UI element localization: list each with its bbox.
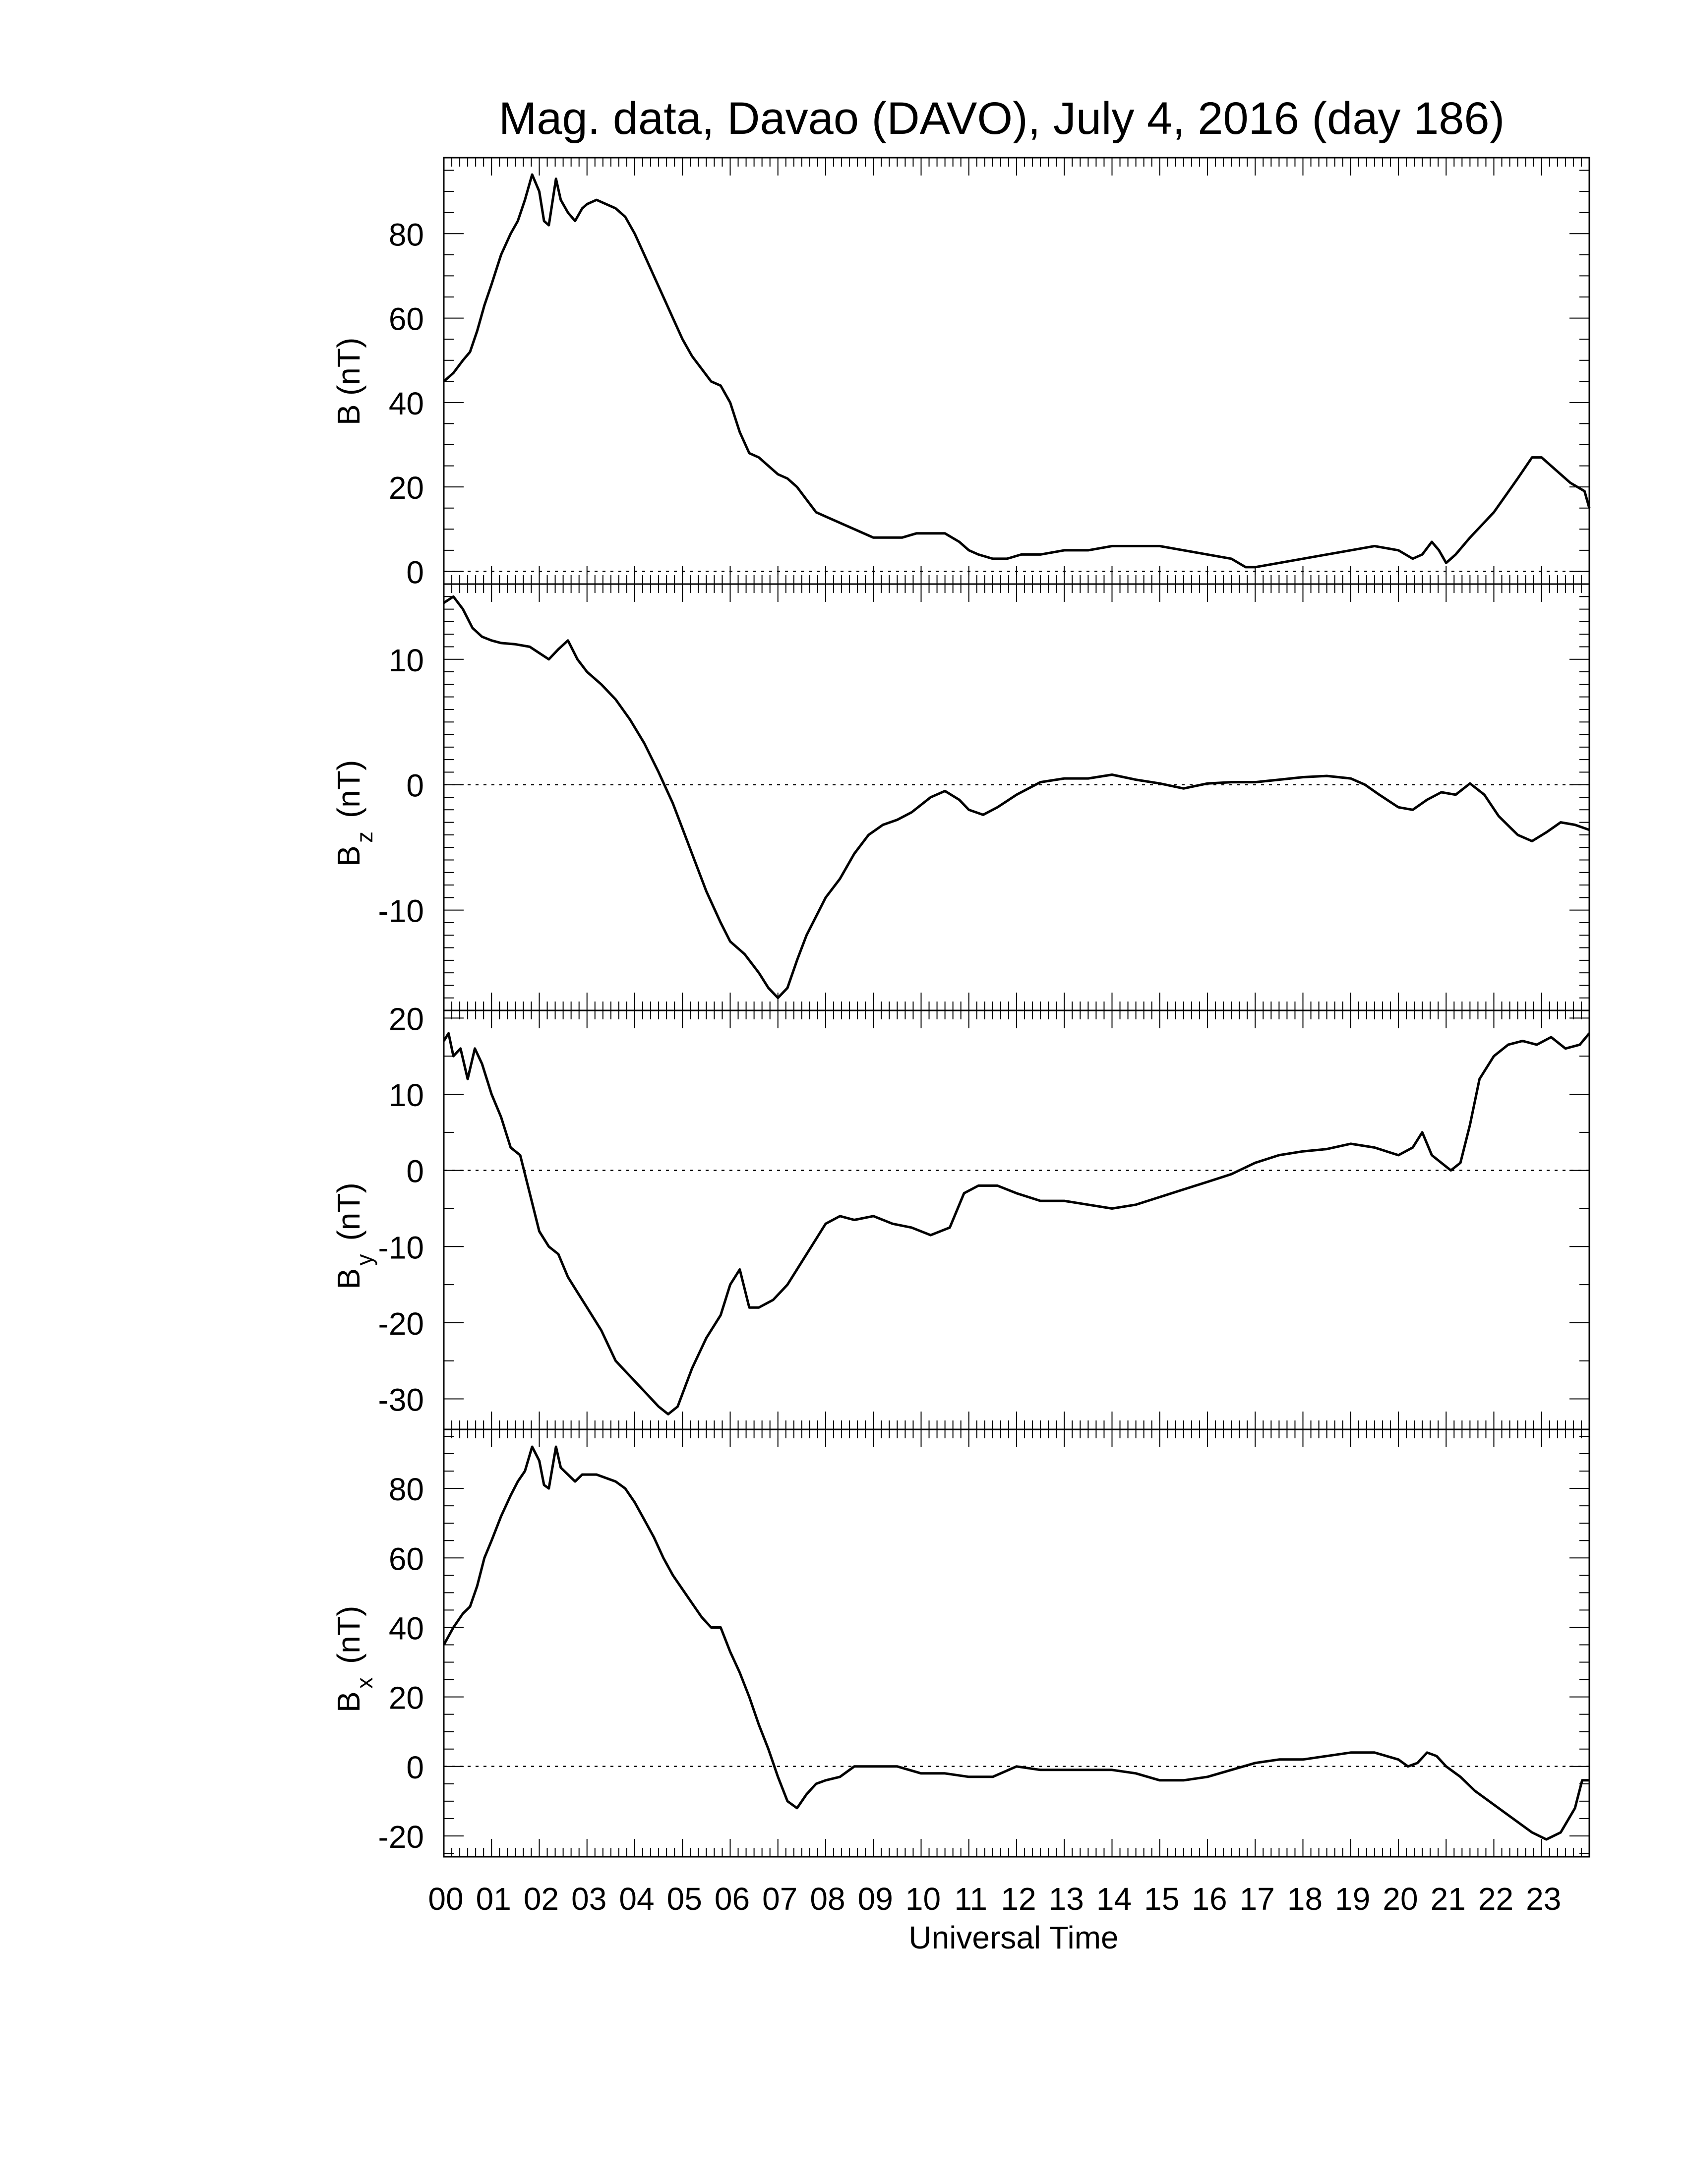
x-tick-label: 07 — [762, 1881, 797, 1917]
y-axis-label-unit: (nT) — [331, 760, 366, 818]
chart-panels: 0 20 40 60 80 B (nT) -10 0 10 Bz (nT) -30 -20 -10 0 10 20… — [331, 157, 1591, 1858]
x-tick-label: 21 — [1431, 1881, 1466, 1917]
x-tick-label: 00 — [428, 1881, 463, 1917]
y-tick-label: -20 — [378, 1306, 424, 1342]
x-tick-label: 14 — [1096, 1881, 1132, 1917]
x-tick-label: 15 — [1144, 1881, 1179, 1917]
x-tick-label: 19 — [1335, 1881, 1370, 1917]
y-axis-label-subscript: y — [352, 1254, 377, 1266]
y-axis-label-main: B — [331, 1691, 366, 1712]
y-tick-label: -10 — [378, 1230, 424, 1265]
x-tick-label: 20 — [1383, 1881, 1418, 1917]
x-tick-label: 23 — [1526, 1881, 1561, 1917]
y-tick-label: -10 — [378, 893, 424, 929]
series-line — [443, 595, 1590, 1000]
x-tick-label: 10 — [905, 1881, 941, 1917]
x-tick-label: 08 — [810, 1881, 845, 1917]
x-tick-label: 03 — [571, 1881, 606, 1917]
y-axis-label-unit: (nT) — [331, 338, 366, 396]
y-tick-label: 60 — [389, 1541, 424, 1577]
y-tick-label: 20 — [389, 1680, 424, 1716]
y-tick-label: 10 — [389, 1077, 424, 1113]
x-tick-label: 16 — [1192, 1881, 1227, 1917]
x-tick-label: 04 — [619, 1881, 654, 1917]
x-tick-label: 01 — [476, 1881, 511, 1917]
panel-0: 0 20 40 60 80 B (nT) — [331, 157, 1591, 590]
y-axis-label-unit: (nT) — [331, 1606, 366, 1664]
x-tick-label: 17 — [1240, 1881, 1275, 1917]
y-tick-label: 10 — [389, 643, 424, 678]
y-tick-label: 0 — [406, 1750, 424, 1785]
x-tick-label: 02 — [524, 1881, 559, 1917]
y-tick-label: 20 — [389, 470, 424, 506]
x-tick-label: 05 — [667, 1881, 702, 1917]
y-tick-label: 20 — [389, 1001, 424, 1037]
x-tick-label: 09 — [858, 1881, 893, 1917]
y-axis-label: Bx (nT) — [331, 1606, 377, 1712]
series-line — [442, 1032, 1590, 1416]
x-tick-label: 13 — [1049, 1881, 1084, 1917]
y-axis-label: B (nT) — [331, 338, 366, 425]
y-tick-label: -20 — [378, 1819, 424, 1855]
series-line — [442, 1445, 1589, 1841]
x-tick-labels: 00 01 02 03 04 05 06 07 08 09 10 11 12 13 14 15 16 17 18 19… — [428, 1881, 1561, 1917]
chart-title: Mag. data, Davao (DAVO), July 4, 2016 (d… — [499, 93, 1505, 144]
y-axis-label-subscript: x — [352, 1677, 377, 1689]
y-axis-label: By (nT) — [331, 1182, 377, 1289]
panel-1: -10 0 10 Bz (nT) — [331, 583, 1590, 1011]
y-axis-label-main: B — [331, 1268, 366, 1290]
y-tick-label: 40 — [389, 386, 424, 421]
panel-2: -30 -20 -10 0 10 20 By (nT) — [331, 1001, 1590, 1430]
x-axis-label: Universal Time — [908, 1920, 1118, 1955]
y-axis-label-unit: (nT) — [331, 1182, 366, 1240]
y-tick-label: 80 — [389, 1472, 424, 1507]
y-tick-label: 0 — [406, 554, 424, 590]
y-axis-label-main: B — [331, 404, 366, 425]
y-tick-label: 60 — [389, 301, 424, 337]
x-tick-label: 11 — [955, 1881, 987, 1917]
y-axis-label-subscript: z — [352, 831, 377, 843]
y-axis-label: Bz (nT) — [331, 760, 377, 867]
x-tick-label: 18 — [1287, 1881, 1323, 1917]
x-tick-label: 22 — [1478, 1881, 1513, 1917]
y-tick-label: -30 — [378, 1382, 424, 1418]
y-tick-label: 40 — [389, 1610, 424, 1646]
x-tick-label: 12 — [1001, 1881, 1036, 1917]
y-axis-label-main: B — [331, 845, 366, 867]
series-line — [443, 173, 1591, 569]
y-tick-label: 0 — [406, 768, 424, 804]
panel-3: -20 0 20 40 60 80 Bx (nT) — [331, 1428, 1590, 1858]
y-tick-label: 80 — [389, 217, 424, 252]
x-tick-label: 06 — [715, 1881, 750, 1917]
y-tick-label: 0 — [406, 1154, 424, 1189]
